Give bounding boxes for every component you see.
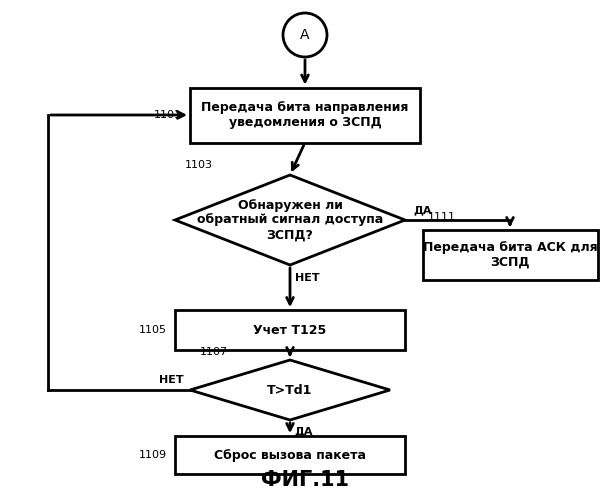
Text: ДА: ДА [294,426,312,436]
Text: Обнаружен ли
обратный сигнал доступа
ЗСПД?: Обнаружен ли обратный сигнал доступа ЗСП… [197,198,383,242]
Text: НЕТ: НЕТ [295,273,320,283]
Text: T>Td1: T>Td1 [268,384,313,396]
Bar [175,310,405,350]
Text: A: A [300,28,310,42]
Text: 1103: 1103 [185,160,213,170]
Text: Учет Т125: Учет Т125 [254,324,327,336]
Text: Передача бита АСК для
ЗСПД: Передача бита АСК для ЗСПД [423,241,598,269]
Polygon shape [190,360,390,420]
Text: ФИГ.11: ФИГ.11 [262,470,349,490]
Text: 1105: 1105 [139,325,167,335]
Bar [422,230,598,280]
Text: НЕТ: НЕТ [159,375,184,385]
Text: 1107: 1107 [200,347,228,357]
Text: 1109: 1109 [139,450,167,460]
Bar [190,88,420,142]
Text: ДА: ДА [413,205,431,215]
Polygon shape [175,175,405,265]
Text: 1101: 1101 [154,110,182,120]
Text: Передача бита направления
уведомления о ЗСПД: Передача бита направления уведомления о … [201,101,409,129]
Text: Сброс вызова пакета: Сброс вызова пакета [214,448,366,462]
Text: 1111: 1111 [428,212,455,222]
Bar [175,436,405,474]
